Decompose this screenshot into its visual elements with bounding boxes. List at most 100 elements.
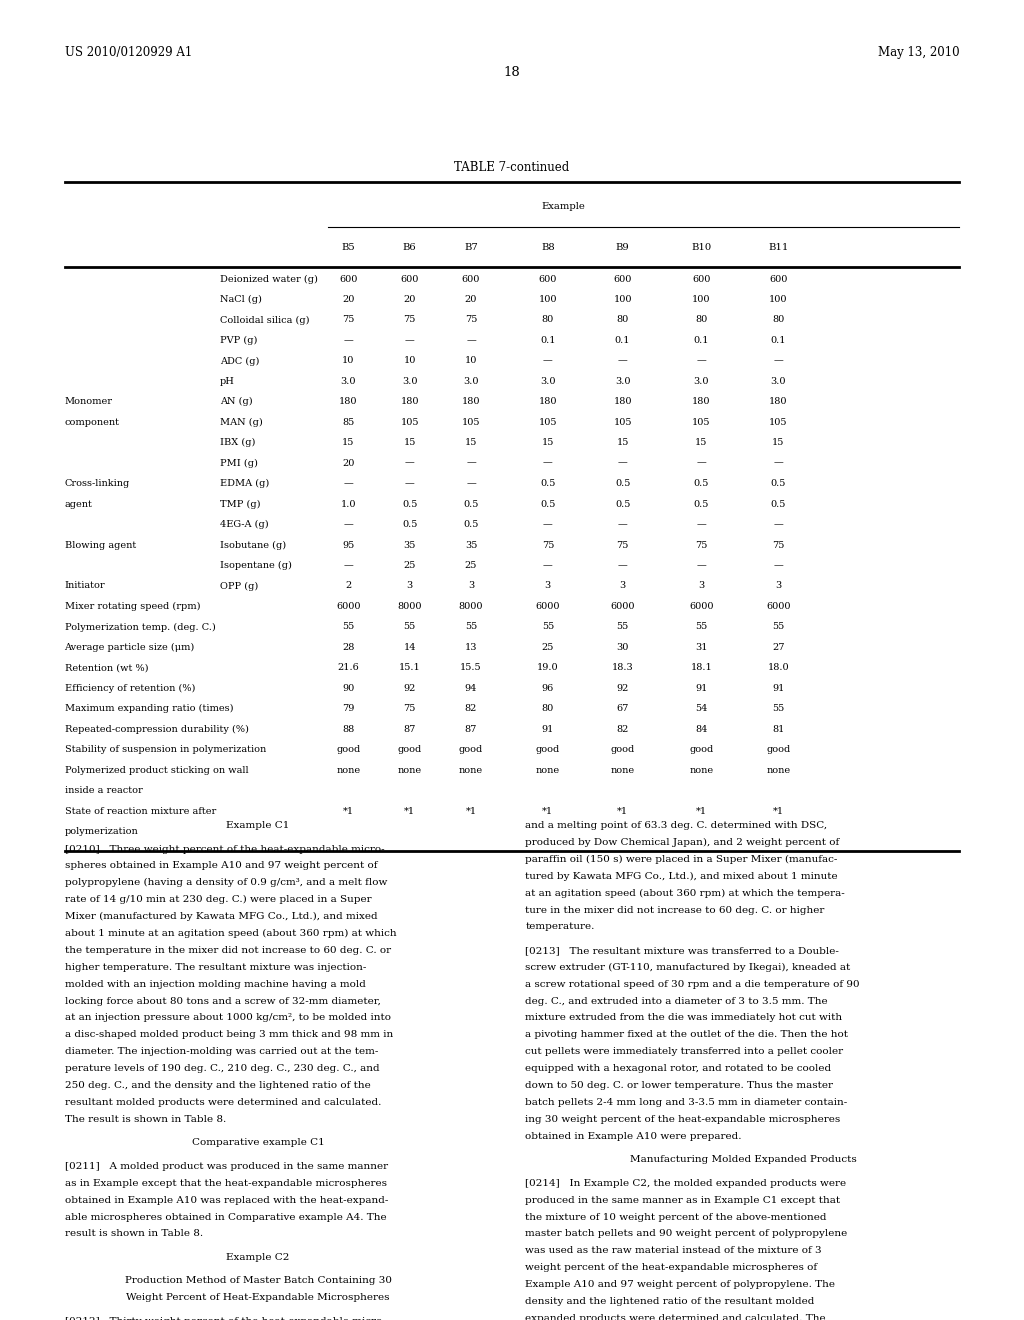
Text: —: — [696,561,707,570]
Text: 3.0: 3.0 [693,378,710,385]
Text: none: none [536,766,560,775]
Text: 80: 80 [616,315,629,325]
Text: a pivoting hammer fixed at the outlet of the die. Then the hot: a pivoting hammer fixed at the outlet of… [525,1031,848,1039]
Text: 18.1: 18.1 [690,663,713,672]
Text: none: none [766,766,791,775]
Text: 25: 25 [403,561,416,570]
Text: 96: 96 [542,684,554,693]
Text: 92: 92 [403,684,416,693]
Text: pH: pH [220,378,236,385]
Text: 180: 180 [613,397,632,407]
Text: —: — [773,458,783,467]
Text: US 2010/0120929 A1: US 2010/0120929 A1 [65,46,191,59]
Text: 0.5: 0.5 [463,520,479,529]
Text: —: — [696,520,707,529]
Text: 94: 94 [465,684,477,693]
Text: 80: 80 [542,704,554,713]
Text: [0213]   The resultant mixture was transferred to a Double-: [0213] The resultant mixture was transfe… [525,946,840,954]
Text: locking force about 80 tons and a screw of 32-mm diameter,: locking force about 80 tons and a screw … [65,997,380,1006]
Text: 81: 81 [772,725,784,734]
Text: 80: 80 [542,315,554,325]
Text: equipped with a hexagonal rotor, and rotated to be cooled: equipped with a hexagonal rotor, and rot… [525,1064,831,1073]
Text: 55: 55 [342,623,354,631]
Text: 105: 105 [692,417,711,426]
Text: 8000: 8000 [459,602,483,611]
Text: 91: 91 [542,725,554,734]
Text: 85: 85 [342,417,354,426]
Text: 105: 105 [539,417,557,426]
Text: B7: B7 [464,243,478,252]
Text: 105: 105 [462,417,480,426]
Text: rate of 14 g/10 min at 230 deg. C.) were placed in a Super: rate of 14 g/10 min at 230 deg. C.) were… [65,895,371,904]
Text: 87: 87 [403,725,416,734]
Text: 0.5: 0.5 [614,499,631,508]
Text: ture in the mixer did not increase to 60 deg. C. or higher: ture in the mixer did not increase to 60… [525,906,824,915]
Text: [0214]   In Example C2, the molded expanded products were: [0214] In Example C2, the molded expande… [525,1179,847,1188]
Text: Colloidal silica (g): Colloidal silica (g) [220,315,309,325]
Text: —: — [343,335,353,345]
Text: good: good [766,744,791,754]
Text: Deionized water (g): Deionized water (g) [220,275,318,284]
Text: as in Example except that the heat-expandable microspheres: as in Example except that the heat-expan… [65,1179,386,1188]
Text: 0.5: 0.5 [693,499,710,508]
Text: 27: 27 [772,643,784,652]
Text: 0.5: 0.5 [614,479,631,488]
Text: 13: 13 [465,643,477,652]
Text: none: none [689,766,714,775]
Text: 28: 28 [342,643,354,652]
Text: *1: *1 [466,807,476,816]
Text: good: good [610,744,635,754]
Text: The result is shown in Table 8.: The result is shown in Table 8. [65,1115,225,1123]
Text: none: none [610,766,635,775]
Text: —: — [466,479,476,488]
Text: Mixer rotating speed (rpm): Mixer rotating speed (rpm) [65,602,200,611]
Text: 55: 55 [772,623,784,631]
Text: —: — [543,356,553,366]
Text: Retention (wt %): Retention (wt %) [65,663,148,672]
Text: 19.0: 19.0 [537,663,559,672]
Text: 600: 600 [339,275,357,284]
Text: —: — [617,561,628,570]
Text: 54: 54 [695,704,708,713]
Text: 3: 3 [407,581,413,590]
Text: 18.3: 18.3 [611,663,634,672]
Text: 35: 35 [465,541,477,549]
Text: 20: 20 [403,296,416,304]
Text: 20: 20 [342,458,354,467]
Text: 55: 55 [542,623,554,631]
Text: May 13, 2010: May 13, 2010 [878,46,959,59]
Text: PVP (g): PVP (g) [220,335,257,345]
Text: mixture extruded from the die was immediately hot cut with: mixture extruded from the die was immedi… [525,1014,843,1023]
Text: down to 50 deg. C. or lower temperature. Thus the master: down to 50 deg. C. or lower temperature.… [525,1081,834,1090]
Text: polypropylene (having a density of 0.9 g/cm³, and a melt flow: polypropylene (having a density of 0.9 g… [65,878,387,887]
Text: agent: agent [65,499,92,508]
Text: 75: 75 [342,315,354,325]
Text: 600: 600 [613,275,632,284]
Text: batch pellets 2-4 mm long and 3-3.5 mm in diameter contain-: batch pellets 2-4 mm long and 3-3.5 mm i… [525,1098,848,1107]
Text: 0.5: 0.5 [770,479,786,488]
Text: 55: 55 [465,623,477,631]
Text: master batch pellets and 90 weight percent of polypropylene: master batch pellets and 90 weight perce… [525,1229,848,1238]
Text: 100: 100 [692,296,711,304]
Text: polymerization: polymerization [65,826,138,836]
Text: 87: 87 [465,725,477,734]
Text: inside a reactor: inside a reactor [65,785,142,795]
Text: 8000: 8000 [397,602,422,611]
Text: 15: 15 [695,438,708,447]
Text: 0.5: 0.5 [401,520,418,529]
Text: 75: 75 [695,541,708,549]
Text: —: — [343,479,353,488]
Text: 10: 10 [342,356,354,366]
Text: density and the lightened ratio of the resultant molded: density and the lightened ratio of the r… [525,1298,815,1305]
Text: 15: 15 [342,438,354,447]
Text: 21.6: 21.6 [337,663,359,672]
Text: Repeated-compression durability (%): Repeated-compression durability (%) [65,725,249,734]
Text: 25: 25 [465,561,477,570]
Text: —: — [343,520,353,529]
Text: 0.5: 0.5 [540,479,556,488]
Text: Example C1: Example C1 [226,821,290,830]
Text: 105: 105 [769,417,787,426]
Text: 25: 25 [542,643,554,652]
Text: TMP (g): TMP (g) [220,499,261,508]
Text: 55: 55 [616,623,629,631]
